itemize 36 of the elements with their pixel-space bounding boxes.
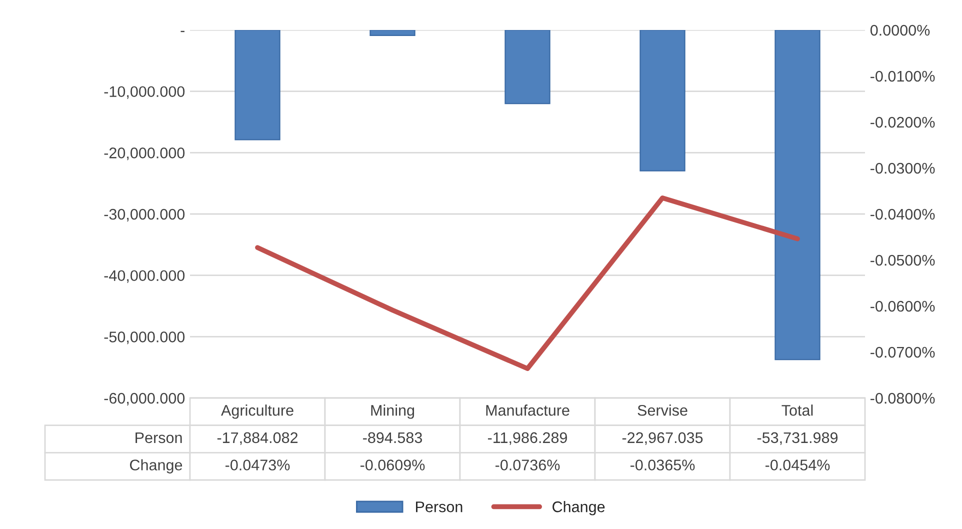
x-tick-label: Manufacture (486, 404, 570, 416)
y-tick-label: -10,000.000 (104, 86, 185, 99)
y2-tick-label: -0.0600% (870, 300, 935, 312)
line-series (255, 195, 800, 371)
legend-label: Person (416, 502, 462, 512)
y-tick-label: -40,000.000 (104, 270, 185, 283)
data-label: -894.583 (363, 432, 422, 444)
y-tick-label: -30,000.000 (104, 208, 185, 222)
data-label: -0.0736% (495, 460, 560, 470)
data-label: -0.0473% (225, 460, 290, 470)
x-tick-label: Mining (371, 404, 414, 419)
y2-tick-label: -0.0800% (870, 392, 935, 404)
data-label: -22,967.035 (622, 432, 703, 445)
y2-tick-label: -0.0300% (870, 162, 935, 174)
y-tick-label: -60,000.000 (104, 392, 185, 406)
y2-tick-label: -0.0700% (870, 346, 935, 358)
data-label: -11,986.289 (488, 432, 567, 445)
x-tick-label: Agriculture (221, 404, 294, 419)
x-tick-label: Total (782, 404, 813, 416)
y-tick-label: - (180, 30, 184, 32)
y2-tick-label: -0.0400% (870, 208, 935, 220)
text: Person (136, 432, 182, 444)
y2-tick-label: 0.0000% (870, 24, 930, 36)
y-tick-label: -50,000.000 (104, 332, 185, 344)
x-tick-label: Servise (638, 404, 688, 416)
y-tick-label: -20,000.000 (104, 148, 185, 160)
data-label: -17,884.082 (217, 432, 298, 445)
text: Change (130, 459, 182, 474)
data-label: -0.0454% (765, 460, 830, 470)
legend-label: Change (552, 501, 605, 516)
data-label: -53,731.989 (757, 432, 838, 445)
y2-tick-label: -0.0200% (870, 116, 935, 128)
data-label: -0.0609% (360, 460, 425, 470)
data-label: -0.0365% (630, 460, 695, 470)
y2-tick-label: -0.0500% (870, 254, 935, 266)
y2-tick-label: -0.0100% (870, 70, 935, 82)
